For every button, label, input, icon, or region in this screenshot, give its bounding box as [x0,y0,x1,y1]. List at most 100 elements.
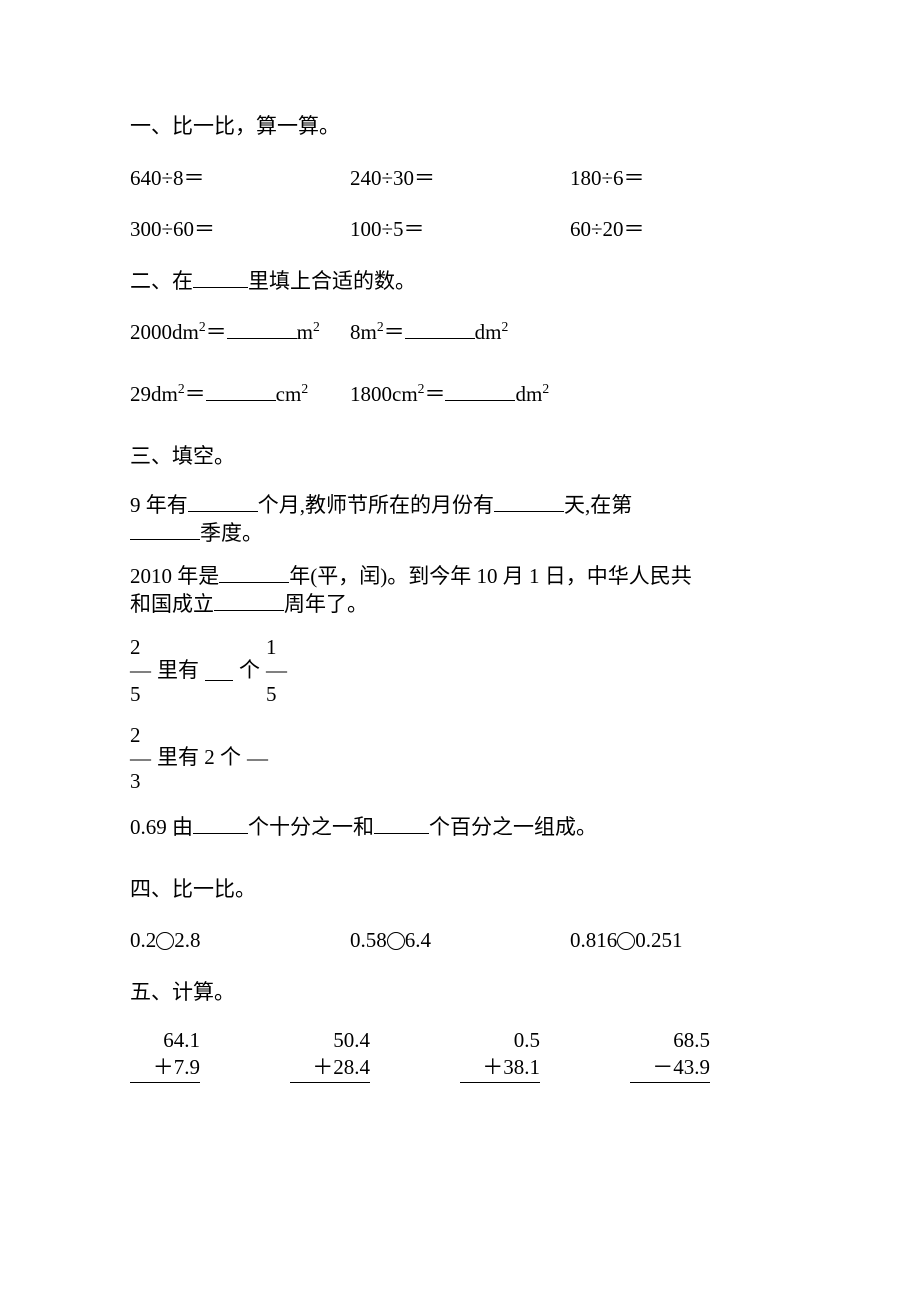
t: 9 年有 [130,493,188,517]
bottom-row: －43.9 [630,1054,710,1080]
denominator: 5 [130,683,151,706]
bar: — [130,659,151,682]
unit: dm [515,382,542,406]
fraction: 1 — 5 [266,636,287,705]
sum-line [460,1082,540,1086]
t: 里有 2 个 [157,741,241,775]
vertical-sum: 64.1 ＋7.9 [130,1027,200,1086]
top: 68.5 [630,1027,710,1053]
blank [445,380,515,401]
section2-row2: 29dm2＝cm2 1800cm2＝dm2 [130,378,790,412]
eq: ＝ [185,382,206,406]
top: 0.5 [460,1027,540,1053]
section4-row: 0.2 2.8 0.58 6.4 0.8160.251 [130,924,790,958]
s3-line1: 9 年有个月,教师节所在的月份有天,在第季度。 [130,491,790,548]
sum-line [630,1082,710,1086]
s2-r1-b: 8m2＝dm2 [350,316,570,350]
bottom: 43.9 [673,1055,710,1079]
op: ＋ [312,1055,333,1079]
bottom: 28.4 [333,1055,370,1079]
left: 0.58 [350,928,387,952]
s1-r2-b: 100÷5＝ [350,213,570,247]
s3-frac1: 2 — 5 里有个 1 — 5 [130,636,790,705]
sup: 2 [377,319,384,334]
worksheet-page: 一、比一比，算一算。 640÷8＝ 240÷30＝ 180÷6＝ 300÷60＝… [0,0,920,1302]
bottom: 38.1 [503,1055,540,1079]
blank [405,318,475,339]
blank [188,491,258,512]
section2-row1: 2000dm2＝m2 8m2＝dm2 [130,316,790,350]
s3-line5: 0.69 由个十分之一和个百分之一组成。 [130,811,790,845]
right: 6.4 [405,928,431,952]
s1-r1-c: 180÷6＝ [570,162,790,196]
pre: 29dm [130,382,178,406]
bar: — [247,747,268,770]
vertical-sum: 68.5 －43.9 [630,1027,710,1086]
unit: m [297,320,313,344]
t: 个 [239,654,260,688]
blank [494,491,564,512]
blank [374,813,429,834]
denominator: 3 [130,770,151,793]
section1-row2: 300÷60＝ 100÷5＝ 60÷20＝ [130,213,790,247]
s2-r2-a: 29dm2＝cm2 [130,378,350,412]
denominator: 5 [266,683,287,706]
op: － [652,1055,673,1079]
vertical-sum: 0.5 ＋38.1 [460,1027,540,1086]
bar: — [266,659,287,682]
s3-line2: 2010 年是年(平，闰)。到今年 10 月 1 日，中华人民共和国成立周年了。 [130,562,790,619]
s1-r2-a: 300÷60＝ [130,213,350,247]
numerator: 2 [130,724,151,747]
unit: dm [475,320,502,344]
s1-r1-a: 640÷8＝ [130,162,350,196]
sum-line [290,1082,370,1086]
bottom-row: ＋7.9 [130,1054,200,1080]
s2-r1-a: 2000dm2＝m2 [130,316,350,350]
blank [206,380,276,401]
blank [219,562,289,583]
blank [130,519,200,540]
s2-r2-b: 1800cm2＝dm2 [350,378,570,412]
op: ＋ [482,1055,503,1079]
sup: 2 [178,381,185,396]
section2-heading: 二、在里填上合适的数。 [130,265,790,299]
section4-heading: 四、比一比。 [130,873,790,907]
t: 个月,教师节所在的月份有 [258,493,494,517]
t: 天,在第 [564,493,632,517]
top: 64.1 [130,1027,200,1053]
right: 2.8 [174,928,200,952]
blank [227,318,297,339]
sup: 2 [502,319,509,334]
bottom: 7.9 [174,1055,200,1079]
t: 和国成立 [130,592,214,616]
pre: 1800cm [350,382,418,406]
compare-circle [156,932,174,950]
blank [193,267,248,288]
vertical-sum: 50.4 ＋28.4 [290,1027,370,1086]
bottom-row: ＋38.1 [460,1054,540,1080]
fraction: 2 — 5 [130,636,151,705]
bar: — [130,747,151,770]
section1-heading: 一、比一比，算一算。 [130,110,790,144]
left: 0.816 [570,928,617,952]
blank [205,660,233,681]
section3-heading: 三、填空。 [130,440,790,474]
fraction: 2 — 3 [130,724,151,793]
eq: ＝ [424,382,445,406]
numerator: 1 [266,636,287,659]
s4-a: 0.2 2.8 [130,924,350,958]
t: 个百分之一组成。 [429,815,597,839]
left: 0.2 [130,928,156,952]
eq: ＝ [384,320,405,344]
t: 0.69 由 [130,815,193,839]
sup: 2 [199,319,206,334]
s4-c: 0.8160.251 [570,924,790,958]
top: 50.4 [290,1027,370,1053]
fraction-blank: — [247,724,268,793]
s1-r1-b: 240÷30＝ [350,162,570,196]
blank [193,813,248,834]
sup: 2 [313,319,320,334]
t: 周年了。 [284,592,368,616]
s3-frac2: 2 — 3 里有 2 个 — [130,724,790,793]
denominator [247,770,268,793]
